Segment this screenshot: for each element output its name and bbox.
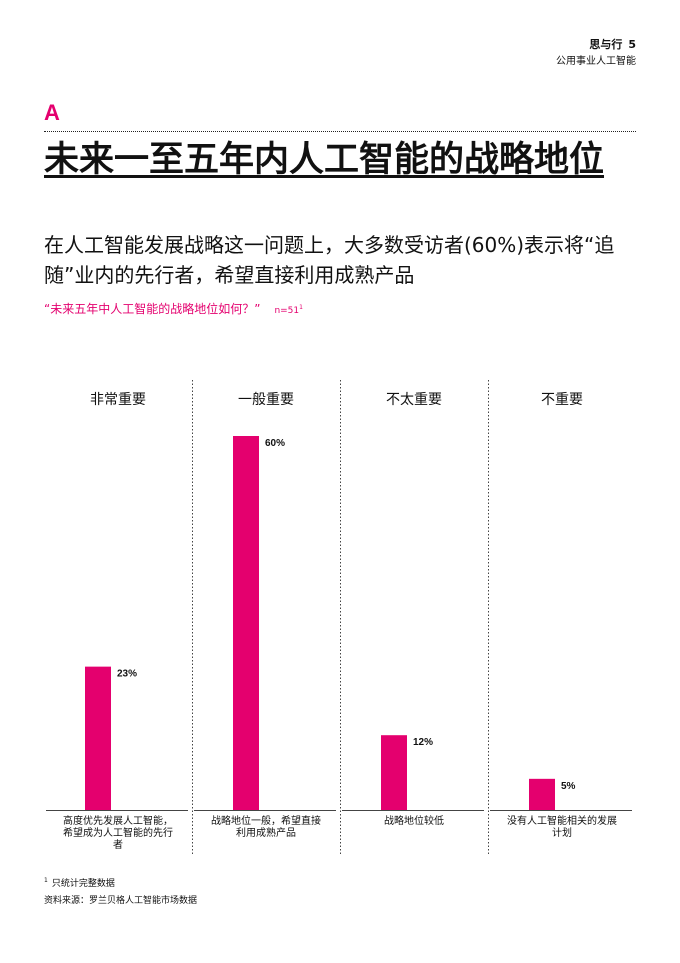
question-text: “未来五年中人工智能的战略地位如何？” bbox=[44, 302, 261, 316]
header-subtitle: 公用事业人工智能 bbox=[556, 56, 636, 67]
value-label: 60% bbox=[265, 438, 285, 449]
source-note: 资料来源：罗兰贝格人工智能市场数据 bbox=[44, 896, 198, 906]
footnote-text: 只统计完整数据 bbox=[51, 879, 115, 889]
bar-description: 战略地位一般，希望直接利用成熟产品 bbox=[211, 814, 321, 839]
sample-size: n=511 bbox=[274, 304, 303, 316]
value-label: 12% bbox=[413, 737, 433, 748]
page-subtitle: 在人工智能发展战略这一问题上，大多数受访者(60%)表示将“追随”业内的先行者，… bbox=[44, 233, 615, 287]
section-divider bbox=[44, 131, 636, 132]
bar bbox=[381, 735, 407, 810]
header-brand: 思与行 5 bbox=[589, 36, 636, 52]
value-label: 5% bbox=[561, 781, 576, 792]
survey-question: “未来五年中人工智能的战略地位如何？” n=511 bbox=[44, 300, 303, 317]
category-label: 不太重要 bbox=[386, 392, 442, 408]
category-label: 非常重要 bbox=[90, 392, 146, 408]
footnote-marker: 1 bbox=[44, 877, 48, 884]
footnote: 1 只统计完整数据 bbox=[44, 876, 115, 889]
page-title: 未来一至五年内人工智能的战略地位 bbox=[44, 140, 605, 180]
bar-description: 战略地位较低 bbox=[384, 814, 444, 827]
value-label: 23% bbox=[117, 669, 137, 680]
section-letter: A bbox=[44, 100, 60, 125]
bar-description: 没有人工智能相关的发展计划 bbox=[507, 814, 617, 839]
bar bbox=[529, 778, 555, 810]
bar-description: 高度优先发展人工智能，希望成为人工智能的先行者 bbox=[63, 814, 173, 851]
bar-chart: 非常重要 23% 高度优先发展人工智能，希望成为人工智能的先行者 一般重要 60% 战略地… bbox=[46, 380, 632, 855]
page-number: 5 bbox=[628, 38, 636, 51]
brand-name: 思与行 bbox=[589, 38, 623, 51]
bar bbox=[85, 666, 111, 810]
bar bbox=[233, 436, 259, 810]
category-label: 一般重要 bbox=[238, 392, 294, 408]
category-label: 不重要 bbox=[541, 392, 583, 408]
